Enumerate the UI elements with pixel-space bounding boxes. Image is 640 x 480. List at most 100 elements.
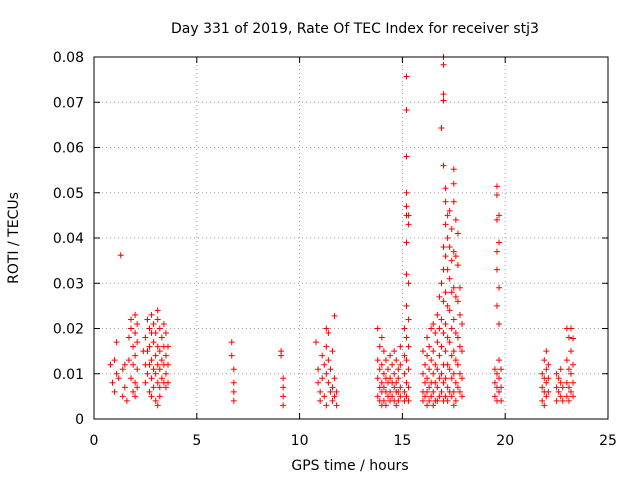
data-point-plus [424, 402, 431, 409]
data-point-plus [389, 361, 396, 368]
data-point-plus [424, 334, 431, 341]
chart-title: Day 331 of 2019, Rate Of TEC Index for r… [171, 21, 539, 37]
data-point-plus [493, 192, 500, 199]
data-point-plus [444, 266, 451, 273]
data-point-plus [165, 343, 172, 350]
x-tick-label: 15 [393, 433, 411, 449]
data-point-plus [446, 339, 453, 346]
data-point-plus [496, 239, 503, 246]
data-point-plus [119, 366, 126, 373]
data-point-plus [144, 370, 151, 377]
data-point-plus [393, 402, 400, 409]
data-point-plus [452, 293, 459, 300]
data-point-plus [436, 375, 443, 382]
data-point-plus [403, 357, 410, 364]
data-point-plus [442, 185, 449, 192]
y-tick-label: 0.03 [53, 276, 84, 292]
data-point-plus [317, 388, 324, 395]
data-point-plus [315, 379, 322, 386]
data-point-plus [440, 298, 447, 305]
data-point-plus [319, 352, 326, 359]
data-point-plus [280, 384, 287, 391]
data-point-plus [539, 370, 546, 377]
data-point-plus [440, 162, 447, 169]
data-point-plus [130, 361, 137, 368]
data-point-plus [380, 397, 387, 404]
data-point-plus [570, 335, 577, 342]
data-point-plus [450, 370, 457, 377]
data-point-plus [387, 388, 394, 395]
data-point-plus [450, 284, 457, 291]
data-point-plus [376, 366, 383, 373]
data-point-plus [325, 357, 332, 364]
data-point-plus [454, 334, 461, 341]
data-point-plus [446, 275, 453, 282]
data-point-plus [543, 393, 550, 400]
data-point-plus [456, 370, 463, 377]
grid-lines [94, 57, 608, 419]
data-point-plus [424, 375, 431, 382]
data-point-plus [452, 357, 459, 364]
data-point-plus [430, 320, 437, 327]
data-point-plus [563, 379, 570, 386]
data-point-plus [165, 379, 172, 386]
data-point-plus [403, 106, 410, 113]
data-point-plus [448, 257, 455, 264]
data-point-plus [446, 366, 453, 373]
data-point-plus [321, 393, 328, 400]
data-point-plus [333, 388, 340, 395]
data-point-plus [315, 366, 322, 373]
data-point-plus [498, 384, 505, 391]
data-point-plus [448, 393, 455, 400]
data-point-plus [426, 397, 433, 404]
data-point-plus [440, 91, 447, 98]
data-point-plus [444, 334, 451, 341]
data-point-plus [436, 352, 443, 359]
data-point-plus [565, 384, 572, 391]
data-point-plus [329, 397, 336, 404]
data-point-plus [132, 379, 139, 386]
data-point-plus [152, 397, 159, 404]
data-point-plus [128, 375, 135, 382]
data-point-plus [150, 366, 157, 373]
data-point-plus [385, 366, 392, 373]
data-point-plus [132, 311, 139, 318]
data-point-plus [405, 384, 412, 391]
data-point-plus [422, 361, 429, 368]
data-point-plus [146, 361, 153, 368]
data-point-plus [382, 402, 389, 409]
data-point-plus [150, 339, 157, 346]
data-point-plus [442, 198, 449, 205]
data-point-plus [452, 330, 459, 337]
y-tick-label: 0.07 [53, 95, 84, 111]
data-point-plus [323, 325, 330, 332]
data-point-plus [391, 348, 398, 355]
y-tick-label: 0.01 [53, 367, 84, 383]
data-point-plus [432, 379, 439, 386]
data-point-plus [134, 320, 141, 327]
data-point-plus [450, 402, 457, 409]
data-point-plus [401, 370, 408, 377]
data-point-plus [428, 325, 435, 332]
data-point-plus [430, 388, 437, 395]
data-point-plus [160, 320, 167, 327]
data-point-plus [152, 352, 159, 359]
data-point-plus [397, 343, 404, 350]
data-point-plus [442, 348, 449, 355]
data-point-plus [119, 393, 126, 400]
data-point-plus [559, 397, 566, 404]
data-point-plus [450, 198, 457, 205]
data-point-plus [491, 366, 498, 373]
data-point-plus [444, 384, 451, 391]
data-point-plus [278, 352, 285, 359]
data-point-plus [559, 384, 566, 391]
data-point-plus [444, 302, 451, 309]
data-point-plus [491, 393, 498, 400]
data-point-plus [567, 325, 574, 332]
data-point-plus [150, 320, 157, 327]
data-point-plus [405, 397, 412, 404]
data-point-plus [395, 366, 402, 373]
data-point-plus [130, 388, 137, 395]
data-point-plus [543, 348, 550, 355]
data-point-plus [450, 248, 457, 255]
